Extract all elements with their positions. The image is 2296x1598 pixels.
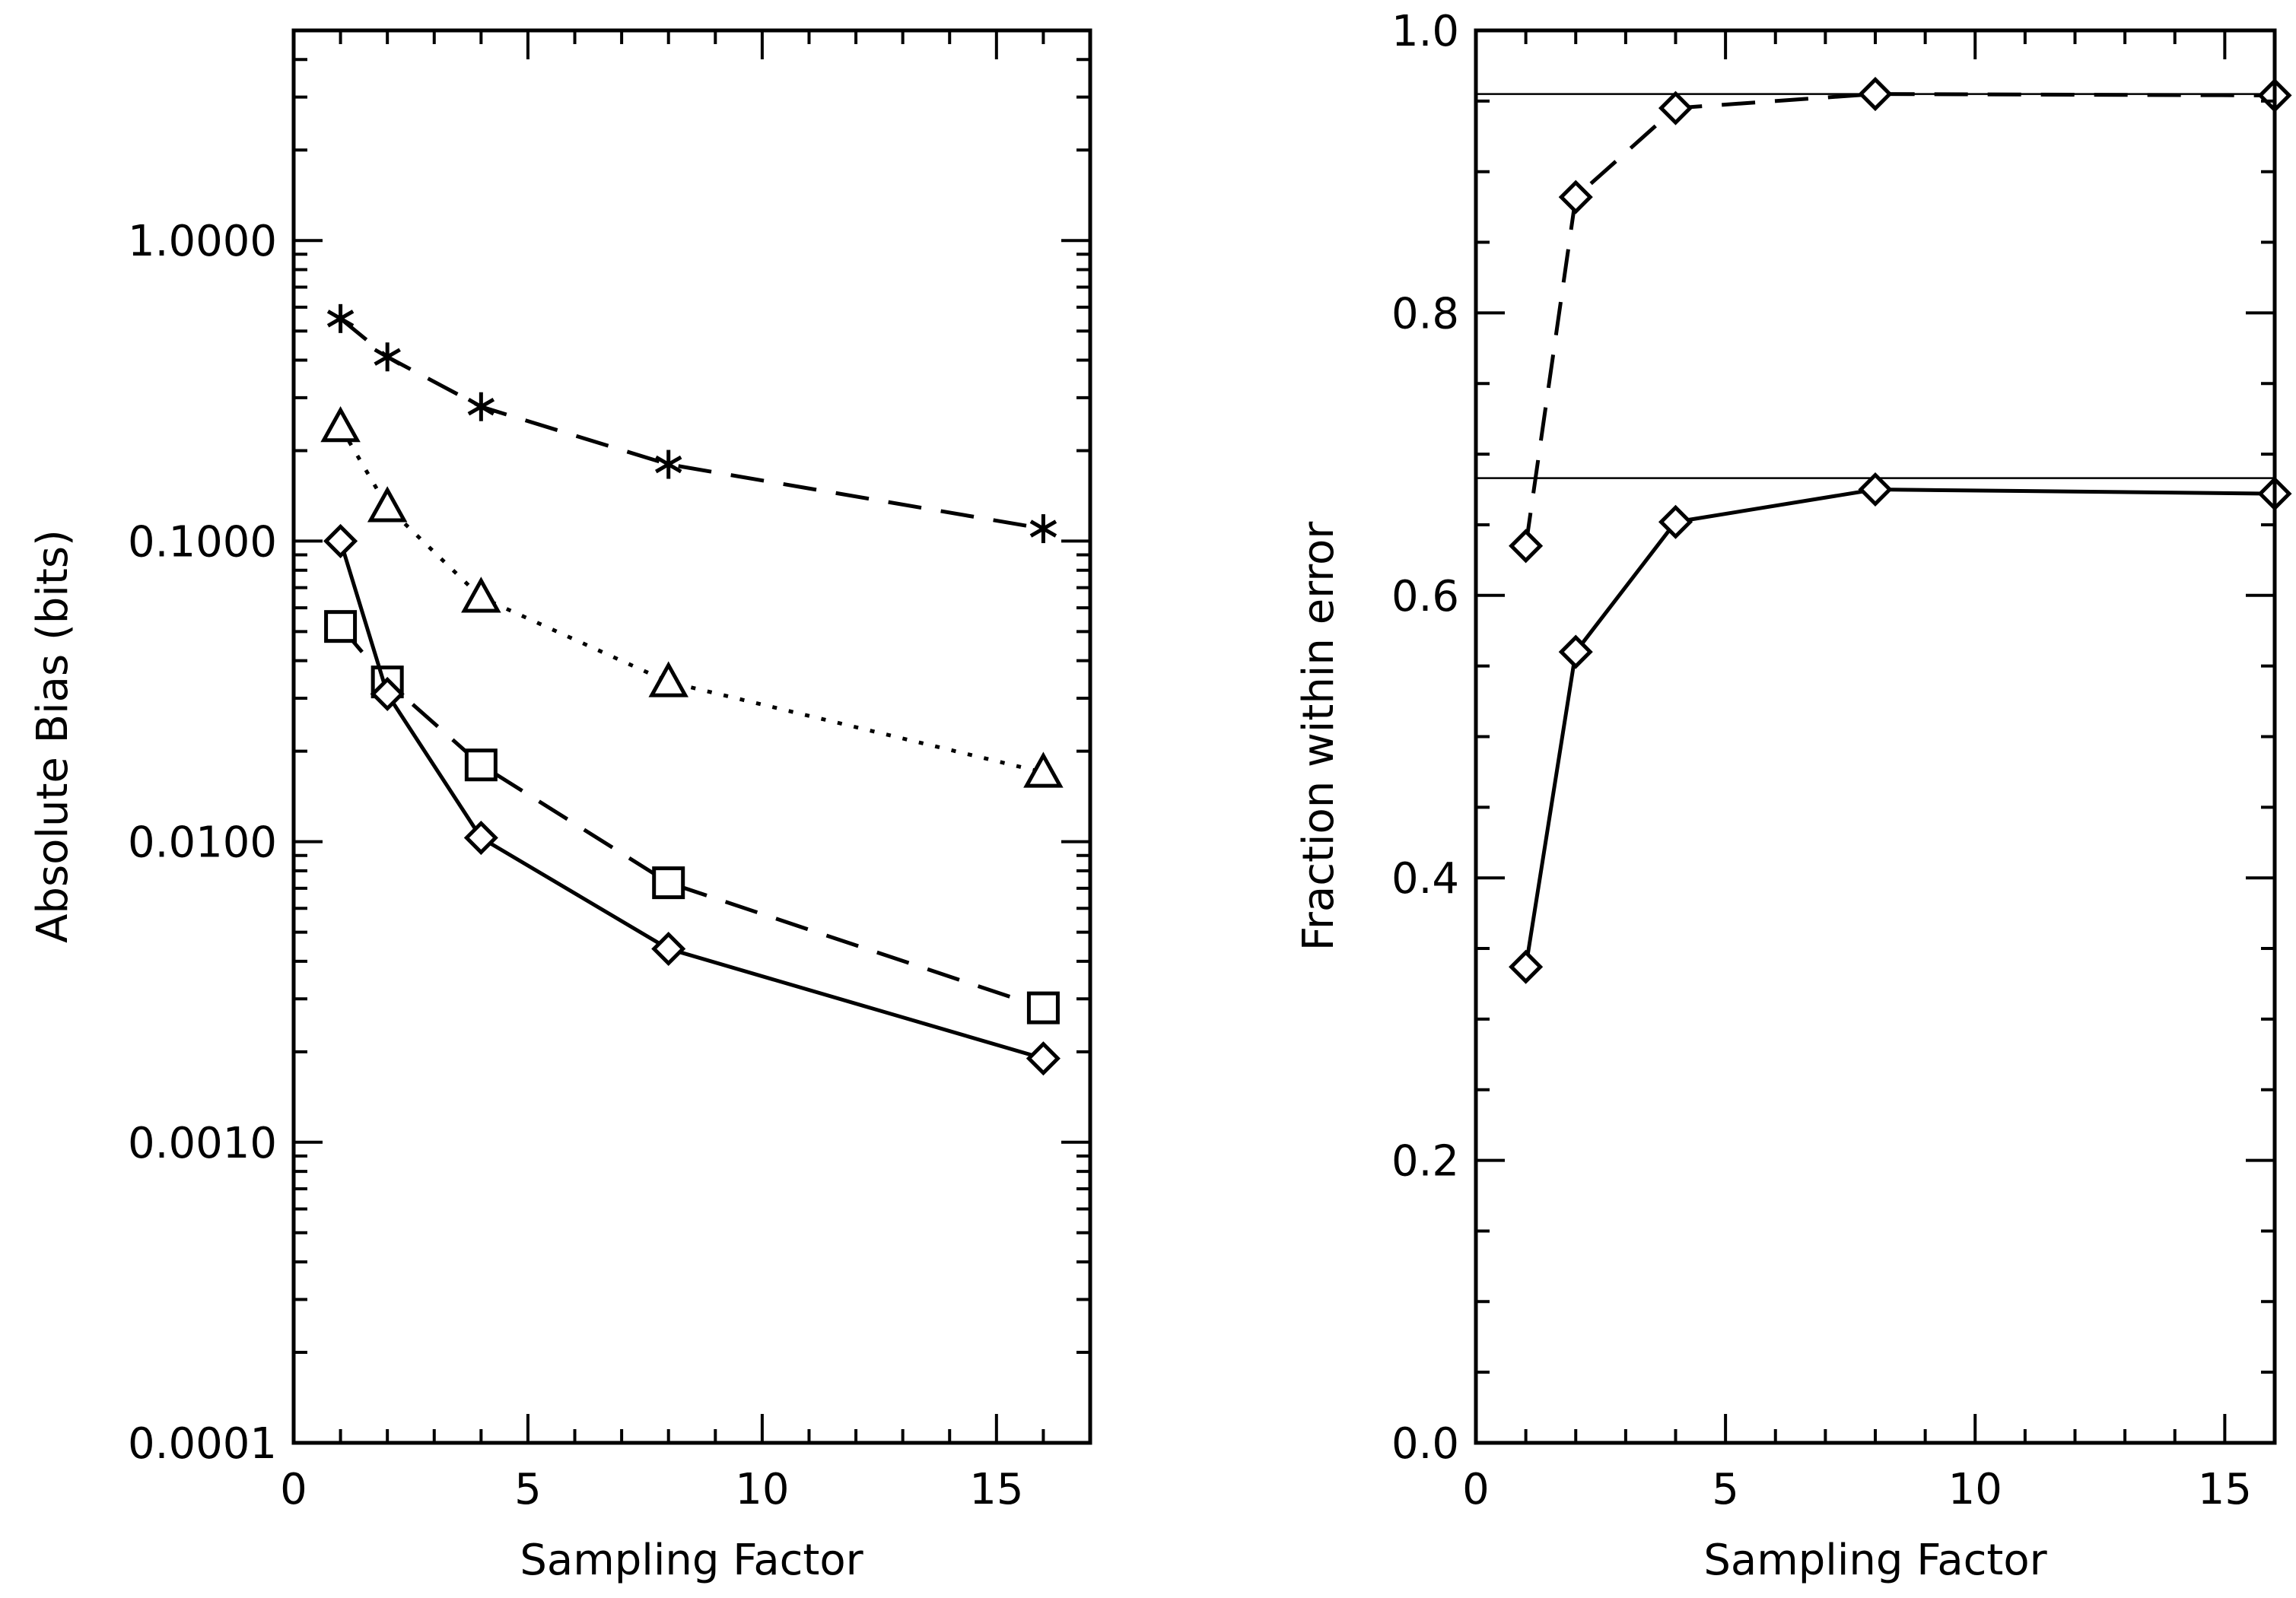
left-series-line-triangle-dotted: [339, 425, 1044, 774]
left-point-triangle-dotted: [461, 577, 501, 613]
left-series-line-diamond-solid: [339, 540, 1045, 1061]
right-axis-ticks: [1474, 29, 2276, 1444]
left-x-tick-label: 10: [735, 1465, 789, 1514]
left-point-square-dashed: [464, 748, 498, 782]
left-point-diamond-solid: [651, 931, 686, 967]
right-x-tick-label: 15: [2198, 1465, 2252, 1514]
right-y-tick-label: 1.0: [1391, 7, 1459, 56]
right-chart-panel: 0.0 0.2 0.4 0.6 0.8 1.0 0 5 10 15 Sampling Facto…: [1294, 7, 2292, 1585]
right-point-diamond-dashed: [1558, 179, 1593, 214]
left-y-tick-label: 0.0100: [128, 818, 277, 868]
left-point-square-dashed: [1026, 991, 1060, 1025]
left-y-tick-label: 1.0000: [128, 217, 277, 266]
left-point-diamond-solid: [1026, 1041, 1061, 1076]
left-x-axis-title: Sampling Factor: [520, 1536, 863, 1585]
right-point-diamond-solid: [1558, 634, 1593, 669]
left-point-diamond-solid: [370, 676, 405, 711]
left-point-asterisk-dashed: [326, 303, 355, 333]
right-y-tick-label: 0.6: [1391, 572, 1459, 621]
left-point-triangle-dotted: [367, 486, 408, 523]
left-y-tick-labels: 0.0001 0.0010 0.0100 0.1000 1.0000: [128, 217, 277, 1469]
left-x-tick-labels: 0 5 10 15: [280, 1465, 1023, 1514]
right-point-diamond-solid: [1658, 504, 1693, 539]
right-x-axis-title: Sampling Factor: [1703, 1536, 2047, 1585]
left-y-tick-label: 0.0010: [128, 1119, 277, 1168]
right-x-tick-label: 5: [1712, 1465, 1739, 1514]
left-point-asterisk-dashed: [1029, 514, 1057, 544]
right-y-tick-label: 0.0: [1391, 1419, 1459, 1469]
left-point-triangle-dotted: [1023, 751, 1064, 788]
left-point-asterisk-dashed: [655, 450, 682, 479]
right-data-marks: [1476, 77, 2292, 984]
right-x-tick-label: 10: [1948, 1465, 2002, 1514]
left-point-square-dashed: [652, 866, 685, 900]
right-point-diamond-dashed: [1858, 77, 1893, 112]
left-y-tick-label: 0.0001: [128, 1419, 277, 1469]
right-y-tick-label: 0.4: [1391, 854, 1459, 904]
right-y-tick-label: 0.2: [1391, 1137, 1459, 1187]
left-y-axis-title: Absolute Bias (bits): [28, 529, 78, 943]
left-data-marks: [320, 303, 1064, 1076]
left-x-tick-label: 15: [969, 1465, 1023, 1514]
left-y-tick-label: 0.1000: [128, 517, 277, 567]
left-chart-panel: 0.0001 0.0010 0.0100 0.1000 1.0000 0 5 10 15 Sa…: [28, 28, 1092, 1585]
right-point-diamond-solid: [1509, 949, 1544, 984]
left-point-asterisk-dashed: [467, 392, 495, 421]
right-series-line-diamond-solid: [1524, 488, 2275, 967]
right-point-diamond-dashed: [1509, 529, 1544, 564]
left-point-diamond-solid: [463, 821, 498, 856]
left-x-tick-label: 5: [514, 1465, 542, 1514]
right-x-tick-label: 0: [1462, 1465, 1490, 1514]
left-point-triangle-dotted: [320, 406, 361, 443]
right-y-tick-label: 0.8: [1391, 289, 1459, 338]
right-y-tick-labels: 0.0 0.2 0.4 0.6 0.8 1.0: [1391, 7, 1459, 1469]
left-plot-frame: [291, 28, 1092, 1445]
right-plot-frame: [1474, 28, 2277, 1445]
right-point-diamond-dashed: [1658, 91, 1693, 125]
left-point-triangle-dotted: [648, 661, 688, 697]
left-x-tick-label: 0: [280, 1465, 307, 1514]
left-point-diamond-solid: [323, 523, 358, 558]
left-series-line-square-dashed: [339, 625, 1045, 1010]
right-x-tick-labels: 0 5 10 15: [1462, 1465, 2252, 1514]
right-y-axis-title: Fraction within error: [1294, 521, 1344, 951]
left-point-asterisk-dashed: [374, 342, 401, 372]
left-series-line-asterisk-dashed: [339, 316, 1044, 531]
left-point-square-dashed: [324, 610, 358, 643]
right-point-diamond-solid: [1858, 472, 1893, 507]
